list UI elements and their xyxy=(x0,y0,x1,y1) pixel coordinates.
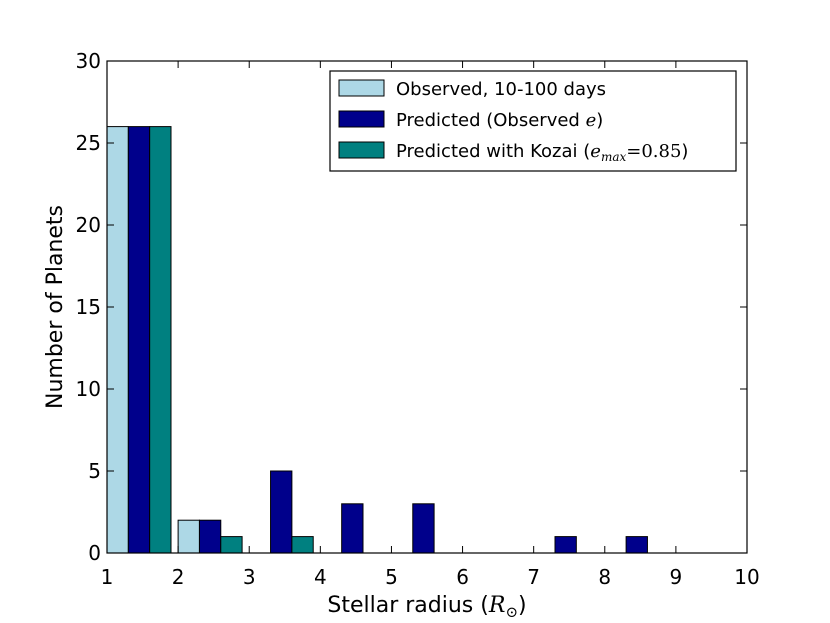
legend-label-kozai: Predicted with Kozai (emax=0.85) xyxy=(396,141,688,164)
x-tick-label: 1 xyxy=(101,565,114,589)
x-axis-label-subscript: ⊙ xyxy=(505,603,518,621)
legend-label-kozai-close: ) xyxy=(681,141,688,162)
bar-s0-bin1 xyxy=(177,519,200,554)
legend-label-kozai-text: Predicted with Kozai ( xyxy=(396,141,590,162)
bar-s0-bin0 xyxy=(106,126,129,554)
x-tick-label: 6 xyxy=(456,565,469,589)
x-tick-label: 7 xyxy=(527,565,540,589)
y-tick-label: 20 xyxy=(76,213,101,237)
legend-label-observed: Observed, 10-100 days xyxy=(396,79,606,100)
y-tick-label: 15 xyxy=(76,295,101,319)
legend-label-kozai-subscript: max xyxy=(601,150,627,164)
y-tick-label: 30 xyxy=(76,49,101,73)
bar-s1-bin6 xyxy=(554,536,577,554)
legend-box xyxy=(329,70,737,172)
legend-swatch-observed xyxy=(338,79,385,97)
y-axis-label: Number of Planets xyxy=(43,205,68,409)
bar-s1-bin4 xyxy=(412,503,435,554)
x-tick-label: 8 xyxy=(598,565,611,589)
bar-s1-bin2 xyxy=(270,470,293,554)
x-axis-label-text: Stellar radius ( xyxy=(327,593,488,618)
legend-label-kozai-equals: =0.85 xyxy=(626,141,681,162)
bar-s2-bin2 xyxy=(291,536,314,554)
bar-s1-bin0 xyxy=(127,126,151,554)
y-tick-label: 5 xyxy=(88,459,101,483)
legend-swatch-kozai xyxy=(338,141,385,159)
bar-s2-bin1 xyxy=(220,536,243,554)
x-tick-label: 3 xyxy=(243,565,256,589)
x-tick-label: 4 xyxy=(314,565,327,589)
legend-label-predicted: Predicted (Observed e) xyxy=(396,110,603,131)
bar-s2-bin0 xyxy=(149,126,172,554)
x-tick-label: 5 xyxy=(385,565,398,589)
legend: Observed, 10-100 days Predicted (Observe… xyxy=(329,70,737,172)
bars-layer xyxy=(106,126,648,554)
x-tick-label: 2 xyxy=(172,565,185,589)
legend-label-predicted-text: Predicted (Observed xyxy=(396,110,586,131)
bar-s1-bin1 xyxy=(198,519,222,554)
legend-label-kozai-symbol: e xyxy=(590,141,601,162)
y-tick-label: 10 xyxy=(76,377,101,401)
x-tick-label: 10 xyxy=(734,565,759,589)
bar-s1-bin3 xyxy=(341,503,364,554)
ticks-layer: 1 2 3 4 5 6 7 8 9 10 0 5 10 15 20 25 30 xyxy=(76,49,760,589)
y-tick-label: 25 xyxy=(76,131,101,155)
legend-label-predicted-close: ) xyxy=(596,110,603,131)
legend-swatch-predicted xyxy=(338,110,385,128)
y-tick-label: 0 xyxy=(88,541,101,565)
x-axis-label-symbol: R xyxy=(488,593,506,618)
x-axis-label: Stellar radius (R⊙) xyxy=(327,593,526,621)
legend-label-predicted-symbol: e xyxy=(586,110,597,131)
x-axis-label-close: ) xyxy=(518,593,527,618)
x-tick-label: 9 xyxy=(670,565,683,589)
bar-s1-bin7 xyxy=(625,536,648,554)
